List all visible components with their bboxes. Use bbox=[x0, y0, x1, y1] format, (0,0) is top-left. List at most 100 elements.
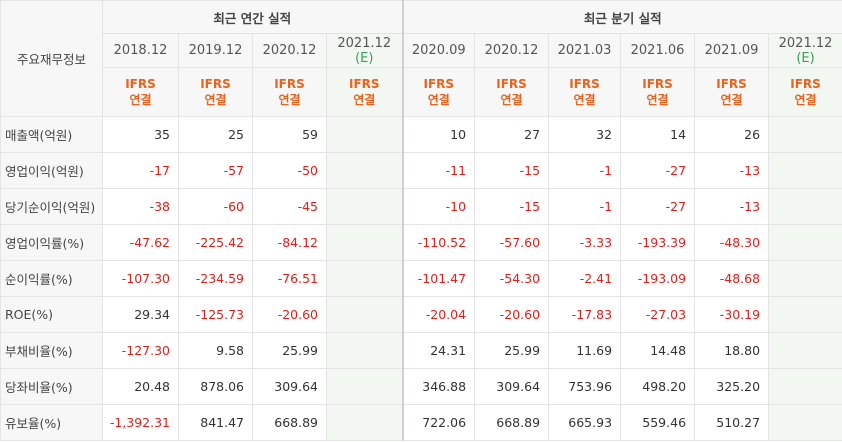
standard-cell: IFRS 연결 bbox=[252, 67, 327, 117]
standard-label: IFRS bbox=[496, 77, 527, 91]
data-row: 순이익률(%) -107.30 -234.59 -76.51 -101.47 -54.30… bbox=[0, 260, 842, 297]
value-cell: -38 bbox=[102, 188, 179, 225]
standard-cell: IFRS 연결 bbox=[178, 67, 253, 117]
value-cell: -234.59 bbox=[178, 260, 253, 297]
value-cell: 753.96 bbox=[548, 368, 622, 405]
value-cell: 668.89 bbox=[474, 404, 550, 441]
standard-label: IFRS bbox=[642, 77, 673, 91]
period-cell: 2021.03 bbox=[548, 33, 622, 68]
value-cell: -1 bbox=[548, 152, 622, 189]
period-date: 2021.06 bbox=[630, 43, 685, 58]
value-cell: -57.60 bbox=[474, 224, 550, 261]
header-row: 주요재무정보 최근 연간 실적 최근 분기 실적 bbox=[0, 0, 842, 117]
standard-label: IFRS bbox=[125, 77, 156, 91]
row-label: 유보율(%) bbox=[0, 404, 103, 441]
value-cell: -15 bbox=[474, 152, 550, 189]
value-cell bbox=[768, 332, 842, 369]
group-header: 최근 분기 실적 bbox=[401, 0, 842, 34]
row-label: 매출액(억원) bbox=[0, 116, 103, 153]
value-cell: 668.89 bbox=[252, 404, 327, 441]
period-date: 2020.09 bbox=[411, 43, 466, 58]
consolidation-label: 연결 bbox=[500, 93, 523, 107]
group-header: 최근 연간 실적 bbox=[101, 0, 404, 34]
value-cell: -30.19 bbox=[694, 296, 770, 333]
value-cell bbox=[768, 296, 842, 333]
value-cell: 26 bbox=[694, 116, 770, 153]
value-cell: -54.30 bbox=[474, 260, 550, 297]
value-cell: 309.64 bbox=[252, 368, 327, 405]
value-cell: 722.06 bbox=[401, 404, 476, 441]
data-row: 영업이익률(%) -47.62 -225.42 -84.12 -110.52 -57.60… bbox=[0, 224, 842, 261]
value-cell: -13 bbox=[694, 188, 770, 225]
period-note: (E) bbox=[355, 50, 374, 66]
standard-label: IFRS bbox=[423, 77, 455, 91]
value-cell: -13 bbox=[694, 152, 770, 189]
value-cell: 11.69 bbox=[548, 332, 622, 369]
data-row: 유보율(%) -1,392.31 841.47 668.89 722.06 668.89 6… bbox=[0, 404, 842, 441]
value-cell: -11 bbox=[401, 152, 476, 189]
consolidation-label: 연결 bbox=[646, 93, 669, 107]
standard-cell: IFRS 연결 bbox=[548, 67, 622, 117]
standard-cell: IFRS 연결 bbox=[401, 67, 476, 117]
value-cell: 20.48 bbox=[102, 368, 179, 405]
date-row: 2018.12 2019.12 2020.12 2021.12 (E) 2020.09 20… bbox=[1, 33, 842, 68]
consolidation-label: 연결 bbox=[204, 93, 227, 107]
period-date: 2019.12 bbox=[188, 43, 243, 58]
value-cell: -27 bbox=[620, 188, 696, 225]
row-label: 당좌비율(%) bbox=[0, 368, 103, 405]
value-cell: 24.31 bbox=[401, 332, 476, 369]
value-cell: -76.51 bbox=[252, 260, 327, 297]
value-cell: -125.73 bbox=[178, 296, 253, 333]
corner-cell: 주요재무정보 bbox=[0, 0, 103, 117]
standard-cell: IFRS 연결 bbox=[768, 67, 842, 117]
value-cell: 59 bbox=[252, 116, 327, 153]
value-cell: -47.62 bbox=[102, 224, 179, 261]
value-cell bbox=[768, 116, 842, 153]
value-cell: 29.34 bbox=[102, 296, 179, 333]
consolidation-label: 연결 bbox=[720, 93, 743, 107]
period-cell: 2021.06 bbox=[620, 33, 696, 68]
value-cell: -193.39 bbox=[620, 224, 696, 261]
data-row: 영업이익(억원) -17 -57 -50 -11 -15 -1 -27 -13 bbox=[0, 152, 842, 189]
value-cell: 559.46 bbox=[620, 404, 696, 441]
value-cell: -2.41 bbox=[548, 260, 622, 297]
value-cell: 9.58 bbox=[178, 332, 253, 369]
value-cell: -101.47 bbox=[401, 260, 476, 297]
value-cell bbox=[325, 404, 404, 441]
value-cell: 25 bbox=[178, 116, 253, 153]
value-cell bbox=[325, 260, 404, 297]
period-date: 2021.09 bbox=[704, 43, 759, 58]
period-cell: 2018.12 bbox=[102, 33, 179, 68]
value-cell: -20.60 bbox=[252, 296, 327, 333]
row-label: 영업이익(억원) bbox=[0, 152, 103, 189]
value-cell: -15 bbox=[474, 188, 550, 225]
value-cell: -17 bbox=[102, 152, 179, 189]
standard-cell: IFRS 연결 bbox=[325, 67, 404, 117]
value-cell: -84.12 bbox=[252, 224, 327, 261]
value-cell: -225.42 bbox=[178, 224, 253, 261]
value-cell: 25.99 bbox=[474, 332, 550, 369]
value-cell bbox=[325, 188, 404, 225]
value-cell: -127.30 bbox=[102, 332, 179, 369]
value-cell: -27 bbox=[620, 152, 696, 189]
standard-label: IFRS bbox=[716, 77, 747, 91]
value-cell: -193.09 bbox=[620, 260, 696, 297]
consolidation-label: 연결 bbox=[427, 93, 450, 107]
period-cell: 2021.12 (E) bbox=[768, 33, 842, 68]
value-cell bbox=[325, 368, 404, 405]
period-date: 2021.12 bbox=[337, 35, 392, 51]
value-cell: 878.06 bbox=[178, 368, 253, 405]
value-cell: -60 bbox=[178, 188, 253, 225]
value-cell bbox=[768, 188, 842, 225]
period-date: 2020.12 bbox=[484, 43, 539, 58]
value-cell bbox=[325, 332, 404, 369]
value-cell: 510.27 bbox=[694, 404, 770, 441]
value-cell: 14 bbox=[620, 116, 696, 153]
standard-row: IFRS 연결 IFRS 연결 IFRS 연결 IFRS 연결 IFRS 연결 IFRS 연결 IFRS… bbox=[1, 67, 842, 117]
period-cell: 2020.09 bbox=[401, 33, 476, 68]
period-date: 2021.12 bbox=[778, 35, 833, 51]
period-date: 2020.12 bbox=[262, 43, 317, 58]
value-cell: -27.03 bbox=[620, 296, 696, 333]
